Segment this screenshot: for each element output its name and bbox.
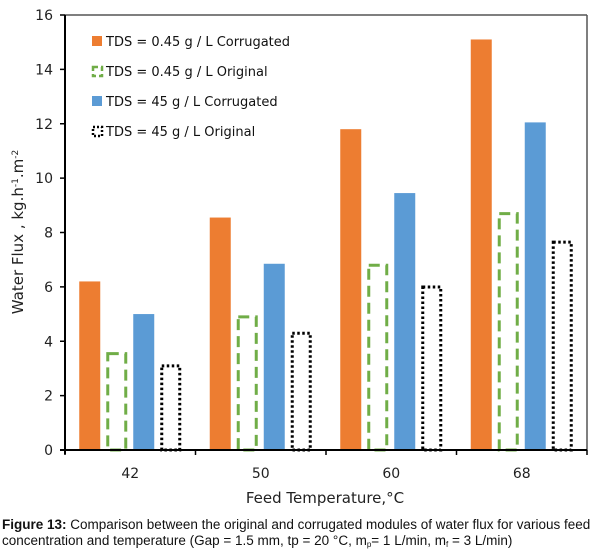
x-tick-label: 42 (121, 466, 139, 482)
bar-50-series-1 (209, 217, 231, 450)
y-tick-label: 8 (44, 226, 53, 242)
x-axis-title: Feed Temperature,°C (246, 489, 404, 507)
bar-60-series-2 (367, 263, 389, 452)
legend-label-series-3: TDS = 45 g / L Corrugated (105, 95, 278, 110)
caption-text-2: = 1 L/min, m (371, 533, 446, 548)
y-axis-title-sup2: -2 (11, 150, 21, 159)
bar-68-series-1 (470, 39, 492, 450)
bar-68-series-3 (524, 122, 546, 450)
y-axis-title-mid: .m (9, 159, 27, 178)
bar-68-series-2 (497, 212, 519, 452)
bar-60-series-4 (421, 285, 443, 452)
bar-60-series-3 (394, 193, 416, 450)
y-tick-label: 14 (35, 62, 53, 78)
caption-label: Figure 13: (2, 517, 67, 532)
bar-42-series-3 (133, 314, 155, 450)
y-tick-label: 16 (35, 8, 53, 24)
bar-42-series-2 (106, 352, 128, 452)
bar-60-series-1 (340, 129, 362, 450)
y-tick-label: 12 (35, 117, 53, 133)
legend: TDS = 0.45 g / L Corrugated TDS = 0.45 g … (91, 35, 290, 140)
x-tick-label: 50 (252, 466, 270, 482)
plot-frame (65, 14, 588, 450)
caption-text-1: Comparison between the original and corr… (2, 517, 591, 548)
figure-caption: Figure 13: Comparison between the origin… (2, 517, 600, 553)
legend-swatch-series-1 (92, 36, 102, 46)
legend-label-series-4: TDS = 45 g / L Original (105, 125, 255, 140)
bar-42-series-1 (79, 281, 101, 450)
y-tick-label: 6 (44, 280, 53, 296)
bar-50-series-4 (290, 331, 312, 452)
legend-label-series-1: TDS = 0.45 g / L Corrugated (105, 35, 290, 50)
bar-50-series-3 (263, 263, 285, 450)
y-tick-label: 2 (44, 389, 53, 405)
y-axis-title-main: Water Flux , kg.h (9, 187, 27, 314)
y-axis-title: Water Flux , kg.h-1.m-2 (9, 150, 27, 314)
y-tick-label: 0 (44, 443, 53, 459)
y-axis-title-sup1: -1 (11, 178, 21, 187)
y-tick-label: 10 (35, 171, 53, 187)
legend-swatch-series-4 (91, 125, 104, 138)
y-tick-label: 4 (44, 334, 53, 350)
x-tick-label: 68 (513, 466, 531, 482)
legend-swatch-series-2 (91, 65, 104, 78)
bar-50-series-2 (236, 315, 258, 452)
caption-text-3: = 3 L/min) (448, 533, 513, 548)
legend-label-series-2: TDS = 0.45 g / L Original (105, 65, 268, 80)
bar-42-series-4 (160, 364, 182, 452)
caption-sub-p: p (366, 540, 372, 549)
bar-68-series-4 (551, 240, 573, 452)
x-tick-label: 60 (382, 466, 400, 482)
legend-swatch-series-3 (92, 96, 102, 106)
caption-sub-f: f (445, 540, 449, 549)
